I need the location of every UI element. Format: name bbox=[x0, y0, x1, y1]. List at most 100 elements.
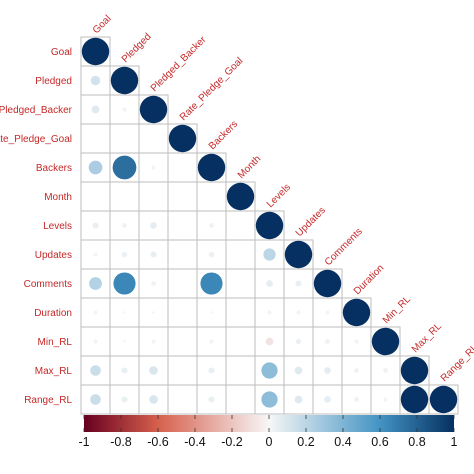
corr-circle-Duration-Duration bbox=[342, 298, 371, 327]
corr-circle-Range_RL-Min_RL bbox=[383, 397, 388, 402]
corr-circle-Comments-Goal bbox=[89, 277, 102, 290]
cell-Month-Goal bbox=[80, 181, 111, 212]
corr-circle-Pledged-Pledged bbox=[110, 66, 139, 95]
corr-circle-Range_RL-Pledged_Backer bbox=[149, 395, 158, 404]
corr-circle-Min_RL-Levels bbox=[265, 337, 274, 346]
cell-Min_RL-Rate_Pledge_Goal bbox=[167, 326, 198, 357]
colorbar: -1 -0.8 -0.6 -0.4 -0.2 0 0.2 0.4 0.6 0.8 1 bbox=[78, 415, 458, 449]
corr-circle-Range_RL-Levels bbox=[261, 391, 278, 408]
corr-circle-Duration-Pledged bbox=[123, 311, 126, 314]
corr-circle-Goal-Goal bbox=[81, 37, 110, 66]
colorbar-tick-label: 1 bbox=[451, 435, 458, 449]
corr-circle-Max_RL-Duration bbox=[354, 368, 359, 373]
corr-circle-Pledged_Backer-Pledged bbox=[122, 107, 127, 112]
cell-Levels-Pledged bbox=[109, 210, 140, 241]
corr-circle-Levels-Pledged bbox=[122, 223, 127, 228]
cell-Duration-Month bbox=[225, 297, 256, 328]
corr-circle-Duration-Goal bbox=[93, 310, 98, 315]
row-label-Month: Month bbox=[44, 192, 72, 203]
cell-Month-Pledged_Backer bbox=[138, 181, 169, 212]
row-label-Comments: Comments bbox=[24, 279, 72, 290]
column-label-Goal: Goal bbox=[91, 13, 114, 36]
cell-Month-Backers bbox=[196, 181, 227, 212]
corr-circle-Backers-Goal bbox=[88, 160, 103, 175]
column-label-Levels: Levels bbox=[265, 182, 293, 210]
corr-circle-Backers-Backers bbox=[197, 153, 226, 182]
cell-Comments-Month bbox=[225, 268, 256, 299]
corr-circle-Backers-Pledged_Backer bbox=[151, 165, 156, 170]
row-label-Backers: Backers bbox=[36, 163, 72, 174]
corr-circle-Range_RL-Updates bbox=[294, 395, 303, 404]
row-label-Updates: Updates bbox=[35, 250, 72, 261]
corr-circle-Comments-Pledged_Backer bbox=[151, 281, 156, 286]
cell-Max_RL-Month bbox=[225, 355, 256, 386]
colorbar-tick-label: -0.4 bbox=[184, 435, 206, 449]
corr-circle-Max_RL-Goal bbox=[90, 365, 101, 376]
colorbar-tick-label: -1 bbox=[78, 435, 89, 449]
column-label-Month: Month bbox=[236, 154, 263, 181]
row-label-Rate_Pledge_Goal: Rate_Pledge_Goal bbox=[0, 134, 72, 145]
colorbar-tick-label: -0.6 bbox=[147, 435, 169, 449]
corr-circle-Min_RL-Duration bbox=[354, 339, 359, 344]
corr-circle-Comments-Levels bbox=[266, 280, 273, 287]
cell-Updates-Month bbox=[225, 239, 256, 270]
corr-circle-Range_RL-Max_RL bbox=[400, 385, 429, 414]
column-label-Min_RL: Min_RL bbox=[381, 294, 413, 326]
cell-Range_RL-Rate_Pledge_Goal bbox=[167, 384, 198, 415]
cell-Min_RL-Month bbox=[225, 326, 256, 357]
corr-circle-Min_RL-Comments bbox=[325, 339, 330, 344]
corr-circle-Range_RL-Range_RL bbox=[429, 385, 458, 414]
corr-circle-Levels-Pledged_Backer bbox=[150, 222, 157, 229]
corr-circle-Updates-Pledged_Backer bbox=[150, 251, 157, 258]
row-label-Pledged: Pledged bbox=[35, 76, 72, 87]
column-label-Pledged: Pledged bbox=[120, 31, 154, 65]
corr-circle-Max_RL-Pledged bbox=[121, 367, 128, 374]
corr-circle-Pledged-Goal bbox=[90, 75, 101, 86]
corr-circle-Comments-Comments bbox=[313, 269, 342, 298]
correlation-cells bbox=[80, 36, 459, 415]
colorbar-tick-label: 0 bbox=[266, 435, 273, 449]
colorbar-tick-label: 0.2 bbox=[297, 435, 314, 449]
corr-circle-Duration-Updates bbox=[296, 310, 301, 315]
corr-circle-Duration-Levels bbox=[267, 310, 272, 315]
corr-circle-Min_RL-Pledged bbox=[123, 340, 126, 343]
column-label-Backers: Backers bbox=[207, 119, 240, 152]
corr-circle-Range_RL-Goal bbox=[90, 394, 101, 405]
corr-circle-Comments-Updates bbox=[295, 280, 302, 287]
colorbar-gradient bbox=[84, 415, 454, 432]
corr-circle-Max_RL-Updates bbox=[294, 366, 303, 375]
column-label-Max_RL: Max_RL bbox=[410, 321, 444, 355]
column-label-Duration: Duration bbox=[352, 263, 387, 298]
row-label-Range_RL: Range_RL bbox=[24, 395, 72, 406]
colorbar-tick-label: 0.6 bbox=[371, 435, 388, 449]
cell-Backers-Rate_Pledge_Goal bbox=[167, 152, 198, 183]
colorbar-tick-label: 0.4 bbox=[334, 435, 351, 449]
corr-circle-Min_RL-Updates bbox=[295, 338, 302, 345]
corr-circle-Levels-Backers bbox=[209, 223, 214, 228]
corr-circle-Duration-Backers bbox=[210, 311, 213, 314]
corr-circle-Levels-Levels bbox=[255, 211, 284, 240]
corr-circle-Min_RL-Backers bbox=[209, 339, 214, 344]
row-label-Duration: Duration bbox=[34, 308, 72, 319]
cell-Range_RL-Month bbox=[225, 384, 256, 415]
corr-circle-Updates-Goal bbox=[93, 252, 98, 257]
row-labels: Goal Pledged Pledged_Backer Rate_Pledge_Goa… bbox=[0, 47, 73, 406]
cell-Levels-Rate_Pledge_Goal bbox=[167, 210, 198, 241]
corr-circle-Max_RL-Comments bbox=[324, 367, 331, 374]
colorbar-tick-label: -0.8 bbox=[110, 435, 132, 449]
column-label-Updates: Updates bbox=[294, 205, 328, 239]
row-label-Goal: Goal bbox=[51, 47, 72, 58]
cell-Levels-Month bbox=[225, 210, 256, 241]
cell-Month-Pledged bbox=[109, 181, 140, 212]
corr-circle-Min_RL-Min_RL bbox=[371, 327, 400, 356]
corr-circle-Min_RL-Pledged_Backer bbox=[151, 339, 156, 344]
corr-circle-Max_RL-Levels bbox=[261, 362, 278, 379]
column-label-Comments: Comments bbox=[323, 226, 365, 268]
row-label-Max_RL: Max_RL bbox=[35, 366, 73, 377]
corr-circle-Rate_Pledge_Goal-Rate_Pledge_Goal bbox=[168, 124, 197, 153]
corr-circle-Levels-Goal bbox=[92, 222, 99, 229]
row-label-Pledged_Backer: Pledged_Backer bbox=[0, 105, 73, 116]
corr-circle-Duration-Pledged_Backer bbox=[152, 311, 155, 314]
column-label-Rate_Pledge_Goal: Rate_Pledge_Goal bbox=[178, 56, 246, 124]
corr-circle-Range_RL-Backers bbox=[208, 396, 215, 403]
